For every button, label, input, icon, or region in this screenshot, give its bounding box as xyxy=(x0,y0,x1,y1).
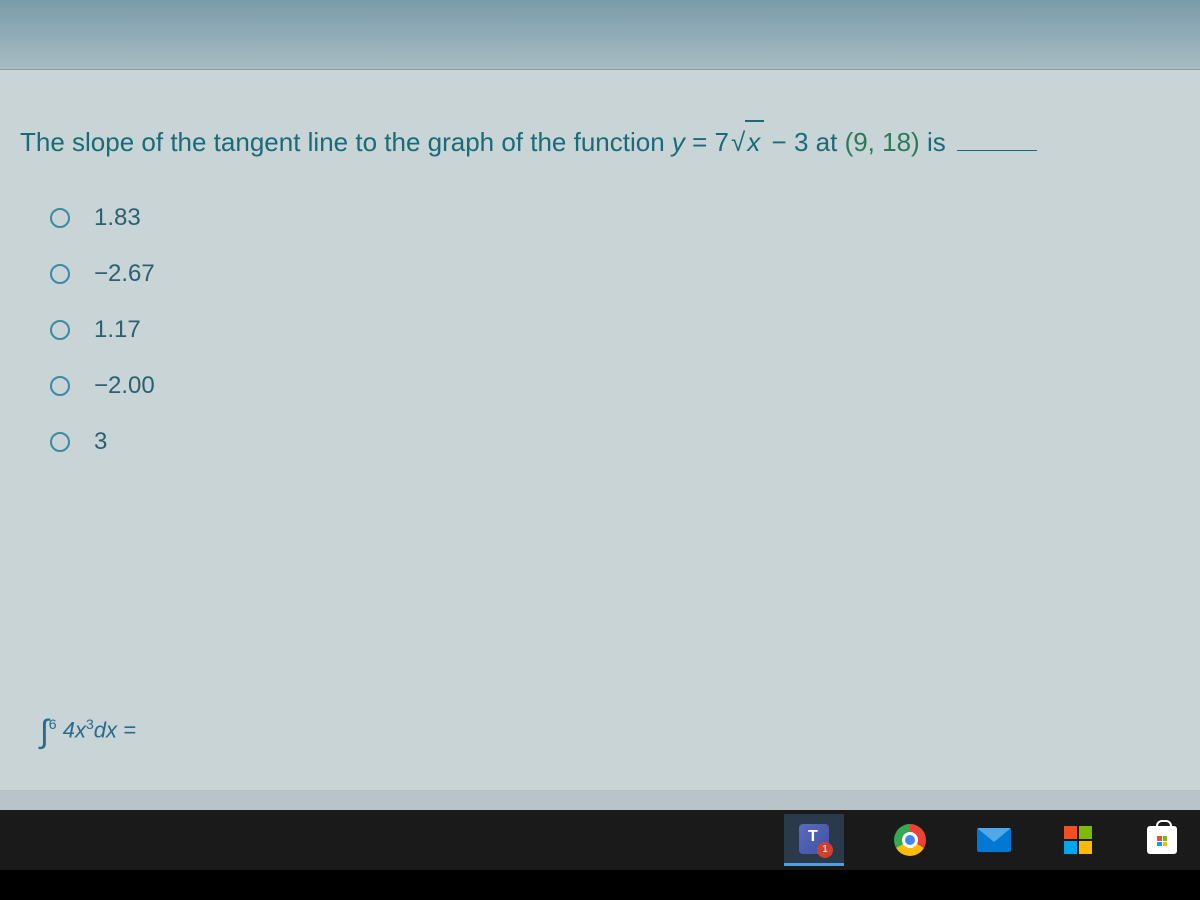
quiz-content-area: The slope of the tangent line to the gra… xyxy=(0,70,1200,790)
integral-upper: 6 xyxy=(49,716,57,732)
option-4[interactable]: −2.00 xyxy=(50,372,1180,400)
radio-icon xyxy=(50,208,70,228)
eq-equals: = xyxy=(685,127,715,157)
option-3[interactable]: 1.17 xyxy=(50,316,1180,344)
taskbar-microsoft-button[interactable] xyxy=(1060,822,1096,858)
microsoft-icon xyxy=(1064,826,1092,854)
chrome-icon xyxy=(894,824,926,856)
point-value: (9, 18) xyxy=(845,127,920,157)
eq-lhs: y xyxy=(672,127,685,157)
radio-icon xyxy=(50,320,70,340)
integral-symbol: ∫ xyxy=(40,713,49,749)
taskbar-chrome-button[interactable] xyxy=(892,822,928,858)
taskbar-store-button[interactable] xyxy=(1144,822,1180,858)
eq-const: 3 xyxy=(794,127,808,157)
option-1[interactable]: 1.83 xyxy=(50,204,1180,232)
window-top-bar xyxy=(0,0,1200,70)
radio-icon xyxy=(50,432,70,452)
option-2-label: −2.67 xyxy=(94,260,155,288)
equation: y = 7√x − 3 xyxy=(672,127,816,157)
question-prompt: The slope of the tangent line to the gra… xyxy=(20,120,1180,164)
option-3-label: 1.17 xyxy=(94,316,141,344)
next-question-preview: ∫6 4x3dx = xyxy=(40,713,136,750)
teams-icon: T 1 xyxy=(799,824,829,854)
answer-options: 1.83 −2.67 1.17 −2.00 3 xyxy=(20,204,1180,456)
option-5[interactable]: 3 xyxy=(50,428,1180,456)
monitor-bezel xyxy=(0,870,1200,900)
windows-taskbar[interactable]: T 1 xyxy=(0,810,1200,870)
radio-icon xyxy=(50,376,70,396)
taskbar-teams-button[interactable]: T 1 xyxy=(784,814,844,866)
mail-icon xyxy=(977,828,1011,852)
eq-coef: 7 xyxy=(715,127,729,157)
nq-var: x xyxy=(75,717,86,742)
sqrt-symbol: √x xyxy=(729,120,764,164)
nq-coef: 4 xyxy=(63,717,75,742)
eq-minus: − xyxy=(764,127,794,157)
option-2[interactable]: −2.67 xyxy=(50,260,1180,288)
at-word: at xyxy=(816,127,845,157)
sqrt-arg: x xyxy=(745,120,764,164)
store-icon xyxy=(1147,826,1177,854)
option-5-label: 3 xyxy=(94,428,107,456)
teams-badge: 1 xyxy=(817,842,833,858)
nq-dx: dx xyxy=(94,717,117,742)
question-prefix: The slope of the tangent line to the gra… xyxy=(20,127,672,157)
teams-t-letter: T xyxy=(808,828,818,846)
answer-blank xyxy=(957,150,1037,151)
option-4-label: −2.00 xyxy=(94,372,155,400)
taskbar-mail-button[interactable] xyxy=(976,822,1012,858)
nq-power: 3 xyxy=(86,716,94,732)
radio-icon xyxy=(50,264,70,284)
option-1-label: 1.83 xyxy=(94,204,141,232)
question-suffix: is xyxy=(927,127,946,157)
nq-equals: = xyxy=(123,717,136,742)
